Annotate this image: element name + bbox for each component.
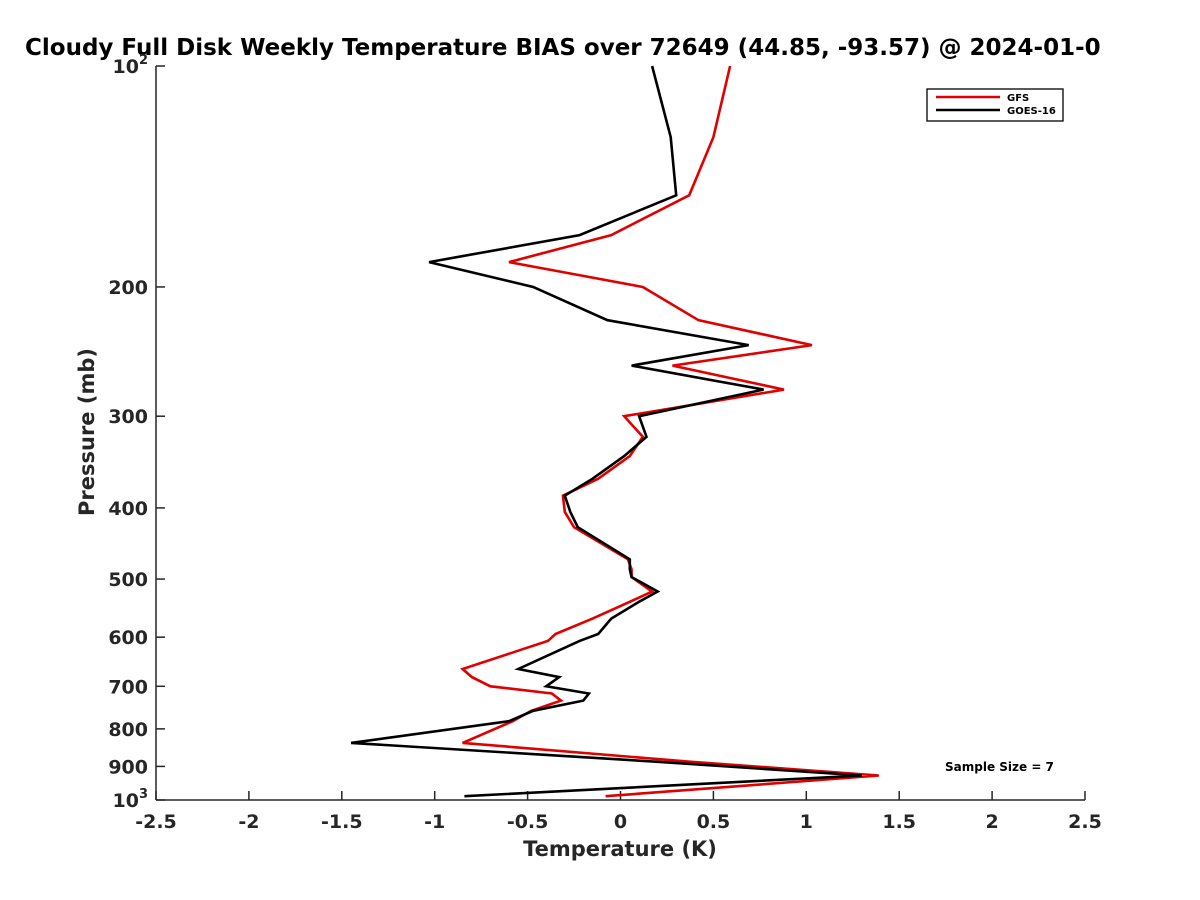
legend-label-gfs: GFS: [1007, 93, 1029, 104]
plot-axes: -2.5 -2 -1.5 -1 -0.5 0 0.5 1 1.5 2 2.5 102 200 300 400…: [108, 53, 1102, 833]
x-tick-label: 1.5: [882, 811, 916, 833]
y-tick-label: 700: [108, 676, 148, 698]
y-tick-label: 900: [108, 756, 148, 778]
series-line-gfs: [460, 65, 879, 798]
legend-box: [926, 88, 1064, 122]
legend-label-goes16: GOES-16: [1007, 106, 1056, 117]
sample-size-annotation: Sample Size = 7: [945, 760, 1054, 774]
chart-title: Cloudy Full Disk Weekly Temperature BIAS…: [25, 35, 1101, 61]
series-line-goes-16: [350, 65, 863, 798]
y-tick-label: 600: [108, 627, 148, 649]
x-tick-label: 2: [985, 811, 998, 833]
y-tick-label: 300: [108, 406, 148, 428]
y-tick-label: 800: [108, 719, 148, 741]
x-tick-label: -0.5: [507, 811, 549, 833]
y-tick-label: 103: [113, 787, 149, 812]
y-tick-label: 500: [108, 569, 148, 591]
x-tick-label: 2.5: [1068, 811, 1102, 833]
x-tick-label: 0.5: [697, 811, 731, 833]
y-tick-label: 200: [108, 277, 148, 299]
x-tick-label: -1: [424, 811, 445, 833]
y-axis-label: Pressure (mb): [75, 348, 99, 516]
x-axis-label: Temperature (K): [523, 837, 717, 861]
series-layer: [350, 65, 879, 798]
x-tick-label: -2.5: [135, 811, 177, 833]
y-tick-label: 102: [113, 53, 149, 78]
y-tick-label: 400: [108, 498, 148, 520]
legend: GFS GOES-16: [926, 88, 1064, 122]
x-tick-label: -2: [238, 811, 259, 833]
x-tick-label: 1: [800, 811, 813, 833]
x-tick-label: -1.5: [321, 811, 363, 833]
x-tick-label: 0: [614, 811, 627, 833]
